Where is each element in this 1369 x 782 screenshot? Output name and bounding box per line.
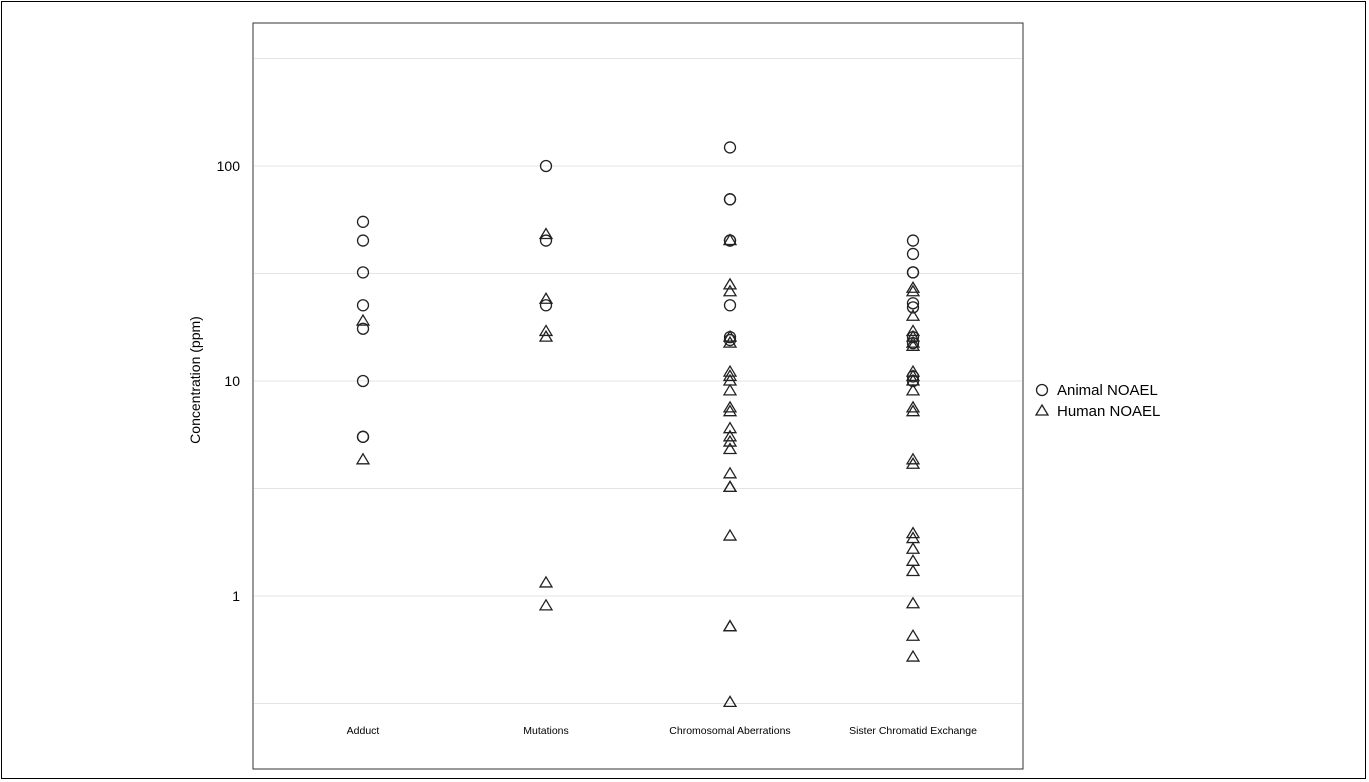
y-tick-labels: 1 10 100 bbox=[217, 158, 241, 604]
human-noael-point bbox=[722, 329, 738, 342]
human-noael-point bbox=[722, 528, 738, 541]
human-noael-point bbox=[722, 619, 738, 632]
human-noael-point bbox=[905, 309, 921, 321]
plot-area bbox=[252, 22, 1024, 770]
human-noael-point bbox=[905, 596, 921, 609]
animal-noael-point bbox=[906, 247, 920, 261]
y-tick-label: 100 bbox=[217, 158, 241, 174]
human-noael-point bbox=[538, 227, 554, 240]
animal-noael-point bbox=[356, 374, 370, 388]
animal-noael-point bbox=[539, 234, 553, 247]
human-noael-point bbox=[905, 541, 921, 554]
human-noael-point bbox=[905, 564, 921, 577]
human-noael-point bbox=[355, 313, 371, 326]
human-noael-point bbox=[905, 284, 921, 297]
animal-noael-point bbox=[539, 299, 553, 312]
human-noael-point bbox=[905, 456, 921, 469]
human-noael-point bbox=[355, 452, 371, 465]
human-noael-point bbox=[905, 383, 921, 396]
category-label: Mutations bbox=[523, 725, 569, 737]
animal-noael-point bbox=[723, 193, 737, 206]
animal-noael-point bbox=[723, 299, 737, 312]
human-noael-point bbox=[722, 480, 738, 493]
animal-noael-point bbox=[906, 297, 920, 310]
animal-noael-point bbox=[356, 215, 370, 228]
human-noael-point bbox=[905, 452, 921, 465]
data-points bbox=[355, 141, 921, 708]
human-noael-point bbox=[905, 404, 921, 417]
human-noael-point bbox=[905, 628, 921, 641]
legend-circle-marker bbox=[1035, 383, 1049, 397]
animal-noael-point bbox=[906, 234, 920, 247]
human-noael-point bbox=[905, 369, 921, 382]
human-noael-point bbox=[722, 335, 738, 348]
legend-label-human: Human NOAEL bbox=[1057, 403, 1160, 420]
category-labels: Adduct Mutations Chromosomal Aberrations Si… bbox=[347, 725, 977, 737]
legend-label-animal: Animal NOAEL bbox=[1057, 382, 1158, 399]
human-noael-point bbox=[722, 466, 738, 479]
animal-noael-point bbox=[356, 430, 370, 443]
human-noael-point bbox=[905, 324, 921, 337]
human-noael-point bbox=[538, 598, 554, 611]
human-noael-point bbox=[905, 335, 921, 348]
y-tick-label: 1 bbox=[232, 588, 240, 604]
animal-noael-point bbox=[356, 299, 370, 312]
human-noael-point bbox=[722, 277, 738, 290]
human-noael-point bbox=[538, 329, 554, 342]
human-noael-point bbox=[722, 400, 738, 413]
human-noael-point bbox=[722, 233, 738, 246]
human-noael-point bbox=[722, 480, 738, 493]
human-noael-point bbox=[722, 619, 738, 632]
human-noael-point bbox=[905, 400, 921, 413]
human-noael-point bbox=[905, 554, 921, 566]
category-label: Sister Chromatid Exchange bbox=[849, 725, 977, 737]
animal-noael-point bbox=[356, 234, 370, 247]
animal-noael-point bbox=[906, 301, 920, 314]
human-noael-point bbox=[722, 695, 738, 708]
human-noael-point bbox=[538, 324, 554, 337]
grid-lines bbox=[254, 58, 1022, 704]
y-axis-title: Concentration (ppm) bbox=[187, 316, 203, 444]
human-noael-point bbox=[905, 339, 921, 351]
category-label: Adduct bbox=[347, 725, 380, 737]
human-noael-point bbox=[538, 291, 554, 304]
category-label: Chromosomal Aberrations bbox=[669, 725, 790, 737]
human-noael-point bbox=[538, 575, 554, 588]
legend: Animal NOAEL Human NOAEL bbox=[1034, 382, 1160, 420]
human-noael-point bbox=[905, 526, 921, 539]
animal-noael-point bbox=[906, 266, 920, 279]
human-noael-point bbox=[722, 369, 738, 382]
human-noael-point bbox=[722, 429, 738, 442]
animal-noael-point bbox=[356, 322, 370, 335]
human-noael-point bbox=[905, 649, 921, 662]
human-noael-point bbox=[722, 383, 738, 396]
animal-noael-point bbox=[539, 159, 553, 173]
human-noael-point bbox=[722, 284, 738, 297]
human-noael-point bbox=[722, 442, 738, 455]
legend-triangle-marker bbox=[1034, 403, 1050, 416]
human-noael-point bbox=[905, 280, 921, 293]
human-noael-point bbox=[722, 421, 738, 434]
y-tick-label: 10 bbox=[224, 373, 240, 389]
animal-noael-point bbox=[356, 266, 370, 279]
human-noael-point bbox=[722, 434, 738, 447]
animal-noael-point bbox=[723, 141, 737, 154]
human-noael-point bbox=[722, 404, 738, 417]
